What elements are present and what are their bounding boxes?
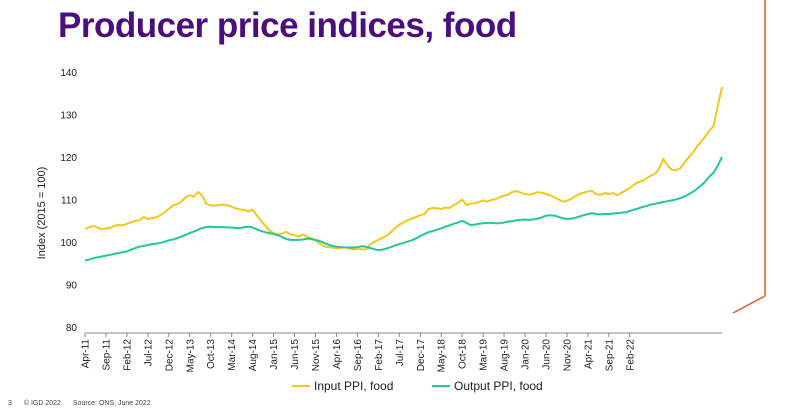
x-tick-label: Jul-12 [143, 339, 154, 367]
x-tick-label: Jan-20 [521, 339, 532, 370]
y-tick-label: 90 [66, 281, 78, 292]
x-tick-label: Jun-15 [290, 339, 301, 370]
legend: Input PPI, food Output PPI, food [292, 379, 543, 393]
legend-label: Input PPI, food [314, 379, 393, 393]
x-tick-label: May-18 [437, 339, 448, 373]
y-axis: 80 90 100 110 120 130 140 [60, 68, 77, 334]
x-tick-label: Aug-19 [500, 339, 511, 372]
x-tick-label: Oct-18 [458, 339, 469, 369]
x-tick-label: Mar-14 [227, 339, 238, 371]
x-tick-label: Aug-14 [248, 339, 259, 372]
y-tick-label: 110 [61, 196, 77, 207]
x-tick-label: May-13 [185, 339, 196, 373]
page-number: 3 [8, 400, 12, 407]
series-lines [84, 86, 723, 262]
x-tick-label: Mar-19 [479, 339, 490, 371]
slide-title: Producer price indices, food [58, 6, 517, 45]
x-tick-label: Sep-21 [604, 339, 615, 372]
footer: 3 © IGD 2022 Source: ONS, June 2022 [8, 400, 161, 407]
x-tick-label: Feb-12 [122, 339, 133, 371]
x-axis: Apr-11 Sep-11 Feb-12 Jul-12 Dec-12 May-13 Oct-… [81, 332, 722, 373]
copyright: © IGD 2022 [23, 400, 61, 407]
x-tick-label: Oct-13 [206, 339, 217, 369]
x-tick-label: Jan-15 [269, 339, 280, 370]
accent-line-diagonal [732, 295, 766, 314]
x-tick-label: Feb-17 [374, 339, 385, 371]
x-tick-label: Dec-17 [416, 339, 427, 372]
y-axis-label: Index (2015 = 100) [36, 167, 48, 260]
y-tick-label: 140 [60, 68, 77, 79]
source-note: Source: ONS, June 2022 [72, 400, 151, 407]
x-tick-label: Sep-16 [353, 339, 364, 372]
series-line-input-ppi [84, 86, 723, 251]
x-tick-label: Apr-11 [81, 339, 92, 369]
y-tick-label: 130 [60, 111, 77, 122]
x-tick-label: Sep-11 [101, 339, 112, 371]
y-tick-label: 100 [60, 238, 77, 249]
x-tick-label: Nov-20 [562, 339, 573, 372]
y-tick-label: 120 [60, 153, 77, 164]
x-tick-label: Apr-16 [332, 339, 343, 369]
series-line-output-ppi [84, 156, 723, 262]
x-tick-label: Jul-17 [395, 339, 406, 367]
y-tick-label: 80 [66, 323, 78, 334]
x-tick-label: Jun-20 [541, 339, 552, 370]
x-tick-label: Feb-22 [625, 339, 636, 371]
x-tick-label: Dec-12 [164, 339, 175, 372]
x-tick-label: Nov-15 [311, 339, 322, 372]
x-tick-label: Apr-21 [583, 339, 594, 369]
legend-label: Output PPI, food [454, 379, 543, 393]
